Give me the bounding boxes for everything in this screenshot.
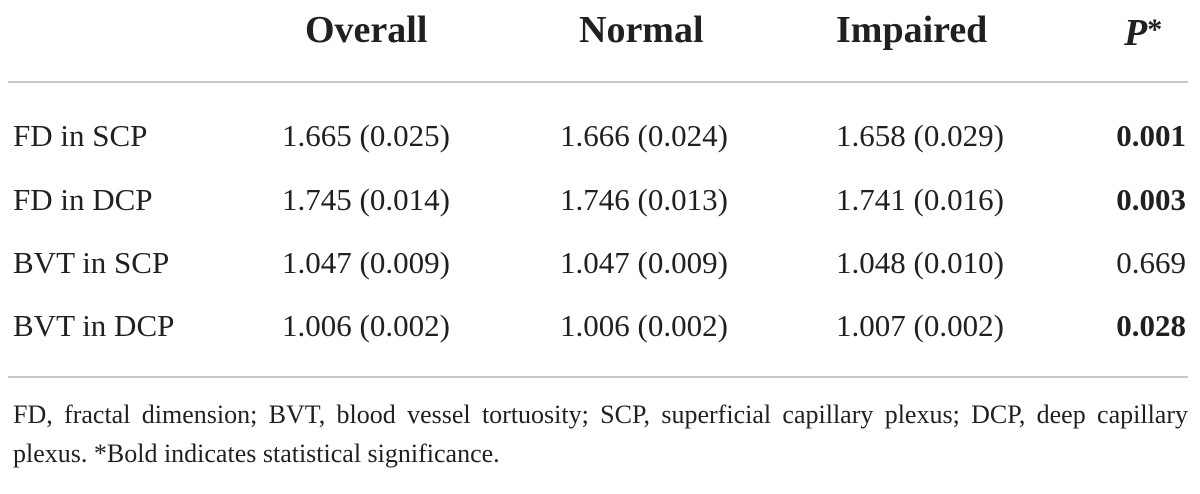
- cell-impaired: 1.007 (0.002): [836, 308, 1004, 343]
- header-overall: Overall: [305, 9, 428, 51]
- cell-p-value: 0.003: [1116, 182, 1186, 217]
- cell-impaired: 1.741 (0.016): [836, 182, 1004, 217]
- row-label: BVT in SCP: [13, 245, 170, 280]
- top-rule: [8, 81, 1188, 83]
- cell-normal: 1.006 (0.002): [560, 308, 728, 343]
- bottom-rule: [8, 376, 1188, 378]
- cell-p-value: 0.669: [1116, 245, 1186, 280]
- header-p-letter: P: [1124, 12, 1148, 54]
- cell-overall: 1.745 (0.014): [282, 182, 450, 217]
- row-label: BVT in DCP: [13, 308, 175, 343]
- cell-impaired: 1.658 (0.029): [836, 118, 1004, 153]
- cell-p-value: 0.001: [1116, 118, 1186, 153]
- cell-normal: 1.746 (0.013): [560, 182, 728, 217]
- row-label: FD in SCP: [13, 118, 148, 153]
- cell-overall: 1.665 (0.025): [282, 118, 450, 153]
- header-p-value: P*: [1124, 2, 1162, 61]
- header-impaired: Impaired: [836, 9, 988, 51]
- cell-overall: 1.006 (0.002): [282, 308, 450, 343]
- cell-normal: 1.047 (0.009): [560, 245, 728, 280]
- cell-overall: 1.047 (0.009): [282, 245, 450, 280]
- table-row: FD in DCP 1.745 (0.014) 1.746 (0.013) 1.…: [0, 180, 1200, 220]
- cell-normal: 1.666 (0.024): [560, 118, 728, 153]
- table-row: FD in SCP 1.665 (0.025) 1.666 (0.024) 1.…: [0, 116, 1200, 156]
- row-label: FD in DCP: [13, 182, 153, 217]
- table-footnote: FD, fractal dimension; BVT, blood vessel…: [13, 400, 1188, 468]
- cell-p-value: 0.028: [1116, 308, 1186, 343]
- table-row: BVT in DCP 1.006 (0.002) 1.006 (0.002) 1…: [0, 306, 1200, 346]
- header-p-star: *: [1147, 13, 1163, 46]
- cell-impaired: 1.048 (0.010): [836, 245, 1004, 280]
- header-normal: Normal: [579, 9, 704, 51]
- table-row: BVT in SCP 1.047 (0.009) 1.047 (0.009) 1…: [0, 243, 1200, 283]
